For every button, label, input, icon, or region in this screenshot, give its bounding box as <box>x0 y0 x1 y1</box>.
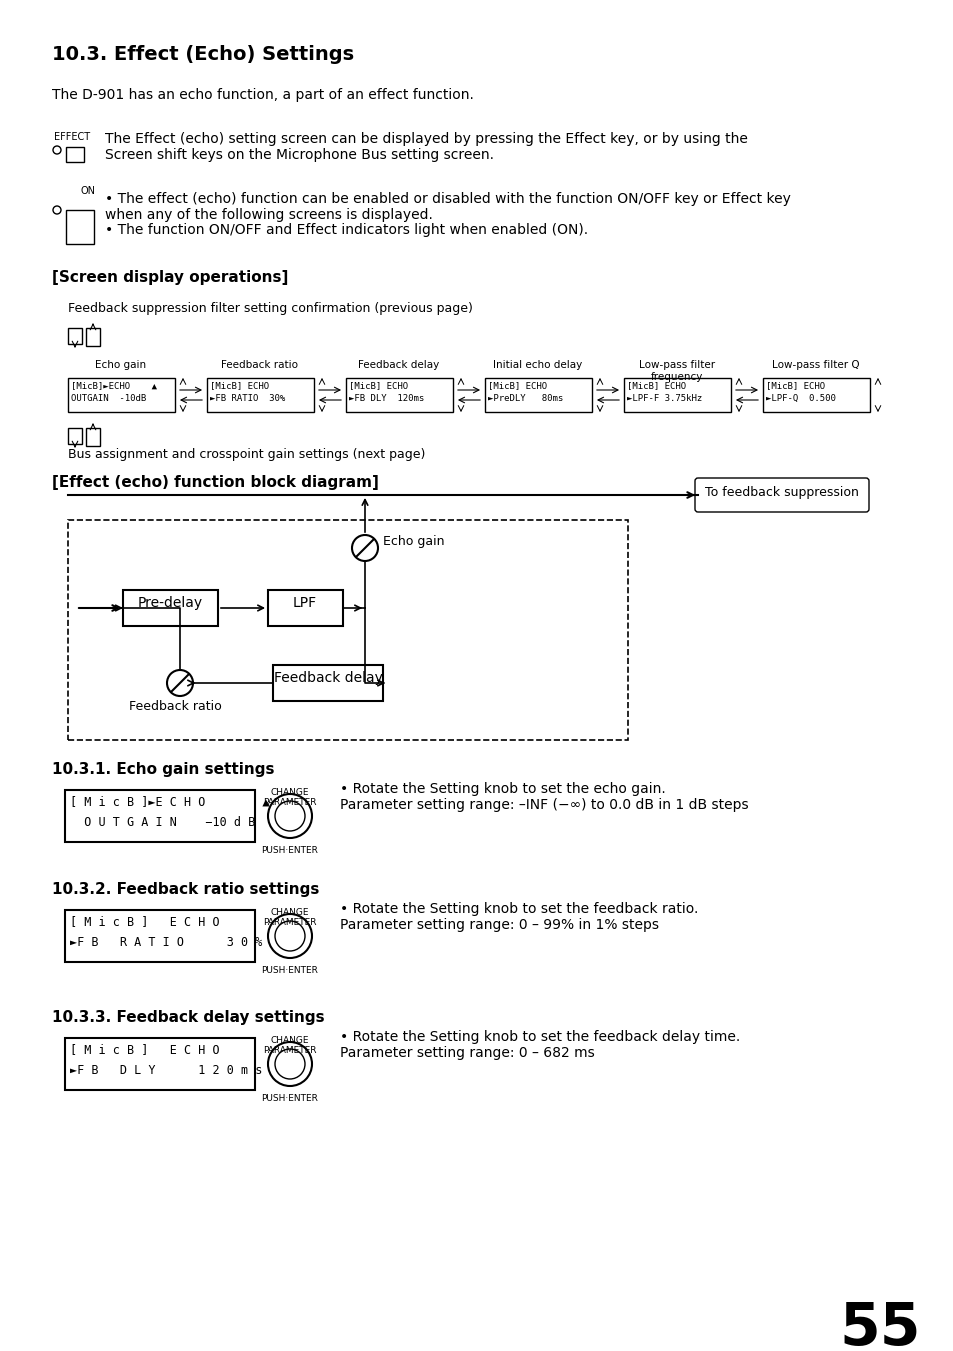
Text: ON: ON <box>80 186 95 196</box>
Text: [ M i c B ]   E C H O: [ M i c B ] E C H O <box>70 1043 219 1056</box>
Bar <box>86 428 100 446</box>
Bar <box>484 378 592 412</box>
Text: ►LPF-Q  0.500: ►LPF-Q 0.500 <box>765 394 835 403</box>
Text: [MicB]►ECHO    ▲: [MicB]►ECHO ▲ <box>71 381 157 390</box>
Text: ►FB DLY  120ms: ►FB DLY 120ms <box>349 394 424 403</box>
Text: CHANGE
PARAMETER: CHANGE PARAMETER <box>263 1036 316 1055</box>
Text: CHANGE
PARAMETER: CHANGE PARAMETER <box>263 788 316 808</box>
Text: ►FB RATIO  30%: ►FB RATIO 30% <box>210 394 285 403</box>
Text: PUSH·ENTER: PUSH·ENTER <box>261 966 318 975</box>
Text: PUSH·ENTER: PUSH·ENTER <box>261 846 318 855</box>
Bar <box>66 147 84 162</box>
Text: [Screen display operations]: [Screen display operations] <box>52 270 288 285</box>
Text: The Effect (echo) setting screen can be displayed by pressing the Effect key, or: The Effect (echo) setting screen can be … <box>105 132 747 162</box>
Text: ►F B   D L Y      1 2 0 m s: ►F B D L Y 1 2 0 m s <box>70 1065 262 1077</box>
Text: O U T G A I N    −10 d B: O U T G A I N −10 d B <box>70 816 255 830</box>
Text: Pre-delay: Pre-delay <box>137 596 202 611</box>
Bar <box>762 378 869 412</box>
Text: To feedback suppression: To feedback suppression <box>704 486 858 499</box>
Text: • The effect (echo) function can be enabled or disabled with the function ON/OFF: • The effect (echo) function can be enab… <box>105 192 790 222</box>
Text: Feedback ratio: Feedback ratio <box>129 700 221 713</box>
Text: [MicB] ECHO: [MicB] ECHO <box>488 381 547 390</box>
Bar <box>268 590 343 626</box>
FancyBboxPatch shape <box>695 478 868 512</box>
Text: OUTGAIN  -10dB: OUTGAIN -10dB <box>71 394 146 403</box>
Bar <box>65 790 254 842</box>
Bar <box>68 378 174 412</box>
Text: [MicB] ECHO: [MicB] ECHO <box>626 381 685 390</box>
Bar <box>623 378 730 412</box>
Text: EFFECT: EFFECT <box>54 132 90 142</box>
Text: 10.3.3. Feedback delay settings: 10.3.3. Feedback delay settings <box>52 1011 324 1025</box>
Bar <box>68 428 82 444</box>
Bar <box>68 328 82 345</box>
Text: ►PreDLY   80ms: ►PreDLY 80ms <box>488 394 562 403</box>
Text: Feedback ratio: Feedback ratio <box>221 359 298 370</box>
Text: Low-pass filter Q: Low-pass filter Q <box>771 359 859 370</box>
Text: [ M i c B ]   E C H O: [ M i c B ] E C H O <box>70 915 219 928</box>
Text: 10.3.1. Echo gain settings: 10.3.1. Echo gain settings <box>52 762 274 777</box>
Text: Low-pass filter
frequency: Low-pass filter frequency <box>639 359 715 381</box>
Bar <box>123 590 218 626</box>
Bar <box>86 328 100 346</box>
Text: Feedback suppression filter setting confirmation (previous page): Feedback suppression filter setting conf… <box>68 303 473 315</box>
Text: 10.3.2. Feedback ratio settings: 10.3.2. Feedback ratio settings <box>52 882 319 897</box>
Text: Feedback delay: Feedback delay <box>358 359 439 370</box>
Bar <box>68 520 627 740</box>
Text: [MicB] ECHO: [MicB] ECHO <box>765 381 824 390</box>
Text: Feedback delay: Feedback delay <box>274 671 382 685</box>
Bar <box>65 1038 254 1090</box>
Text: 10.3. Effect (Echo) Settings: 10.3. Effect (Echo) Settings <box>52 45 354 63</box>
Bar <box>66 209 94 245</box>
Text: • The function ON/OFF and Effect indicators light when enabled (ON).: • The function ON/OFF and Effect indicat… <box>105 223 587 236</box>
Text: Echo gain: Echo gain <box>382 535 444 549</box>
Text: • Rotate the Setting knob to set the feedback ratio.
Parameter setting range: 0 : • Rotate the Setting knob to set the fee… <box>339 902 698 932</box>
Text: [ M i c B ]►E C H O        ▲: [ M i c B ]►E C H O ▲ <box>70 794 269 808</box>
Text: [Effect (echo) function block diagram]: [Effect (echo) function block diagram] <box>52 476 378 490</box>
Bar <box>65 911 254 962</box>
Text: Bus assignment and crosspoint gain settings (next page): Bus assignment and crosspoint gain setti… <box>68 449 425 461</box>
Text: [MicB] ECHO: [MicB] ECHO <box>349 381 408 390</box>
Text: Initial echo delay: Initial echo delay <box>493 359 582 370</box>
Text: • Rotate the Setting knob to set the feedback delay time.
Parameter setting rang: • Rotate the Setting knob to set the fee… <box>339 1029 740 1061</box>
Text: [MicB] ECHO: [MicB] ECHO <box>210 381 269 390</box>
Text: LPF: LPF <box>293 596 316 611</box>
Bar <box>273 665 382 701</box>
Bar <box>207 378 314 412</box>
Text: The D-901 has an echo function, a part of an effect function.: The D-901 has an echo function, a part o… <box>52 88 474 101</box>
Text: ►F B   R A T I O      3 0 %: ►F B R A T I O 3 0 % <box>70 936 262 948</box>
Text: Echo gain: Echo gain <box>95 359 147 370</box>
Text: ►LPF-F 3.75kHz: ►LPF-F 3.75kHz <box>626 394 701 403</box>
Text: 55: 55 <box>839 1300 920 1351</box>
Bar <box>346 378 453 412</box>
Text: CHANGE
PARAMETER: CHANGE PARAMETER <box>263 908 316 927</box>
Text: PUSH·ENTER: PUSH·ENTER <box>261 1094 318 1102</box>
Text: • Rotate the Setting knob to set the echo gain.
Parameter setting range: –INF (−: • Rotate the Setting knob to set the ech… <box>339 782 748 812</box>
